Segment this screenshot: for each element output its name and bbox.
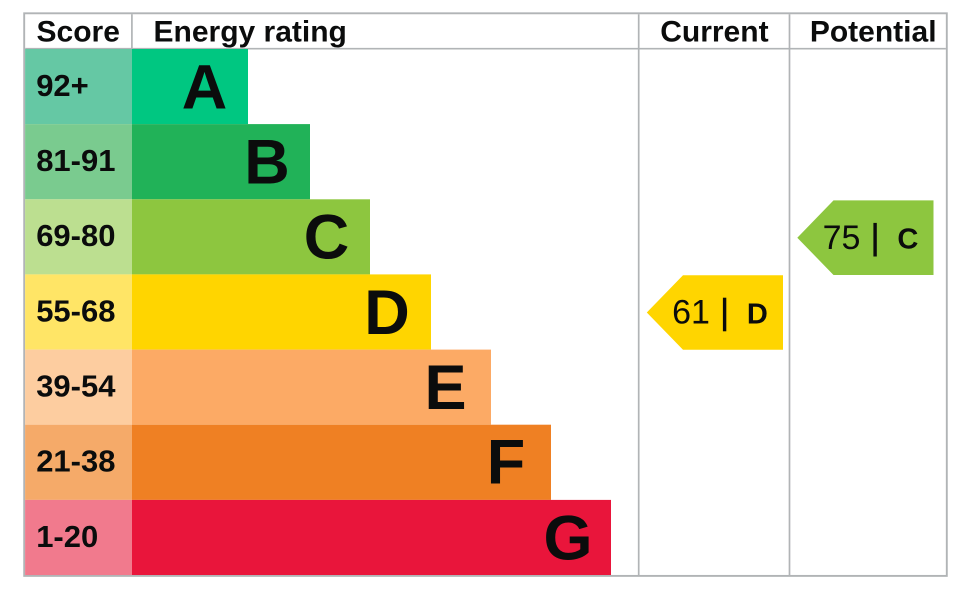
svg-text:D: D xyxy=(364,278,410,348)
svg-text:Current: Current xyxy=(660,15,768,48)
svg-text:Potential: Potential xyxy=(810,15,937,48)
svg-text:D: D xyxy=(747,298,768,330)
svg-text:92+: 92+ xyxy=(36,68,89,103)
svg-text:C: C xyxy=(897,224,918,256)
svg-text:75: 75 xyxy=(823,219,861,257)
svg-text:81-91: 81-91 xyxy=(36,143,115,178)
svg-text:69-80: 69-80 xyxy=(36,218,115,253)
svg-text:E: E xyxy=(424,353,466,423)
svg-text:55-68: 55-68 xyxy=(36,293,115,328)
svg-text:F: F xyxy=(487,428,525,498)
svg-text:Energy rating: Energy rating xyxy=(154,15,347,48)
svg-text:A: A xyxy=(182,52,228,122)
svg-text:C: C xyxy=(304,203,350,273)
svg-text:21-38: 21-38 xyxy=(36,444,115,479)
svg-text:1-20: 1-20 xyxy=(36,519,98,554)
svg-text:39-54: 39-54 xyxy=(36,369,116,404)
svg-text:Score: Score xyxy=(37,15,120,48)
svg-text:G: G xyxy=(543,503,592,573)
svg-text:61: 61 xyxy=(672,294,710,332)
svg-text:B: B xyxy=(244,128,290,198)
